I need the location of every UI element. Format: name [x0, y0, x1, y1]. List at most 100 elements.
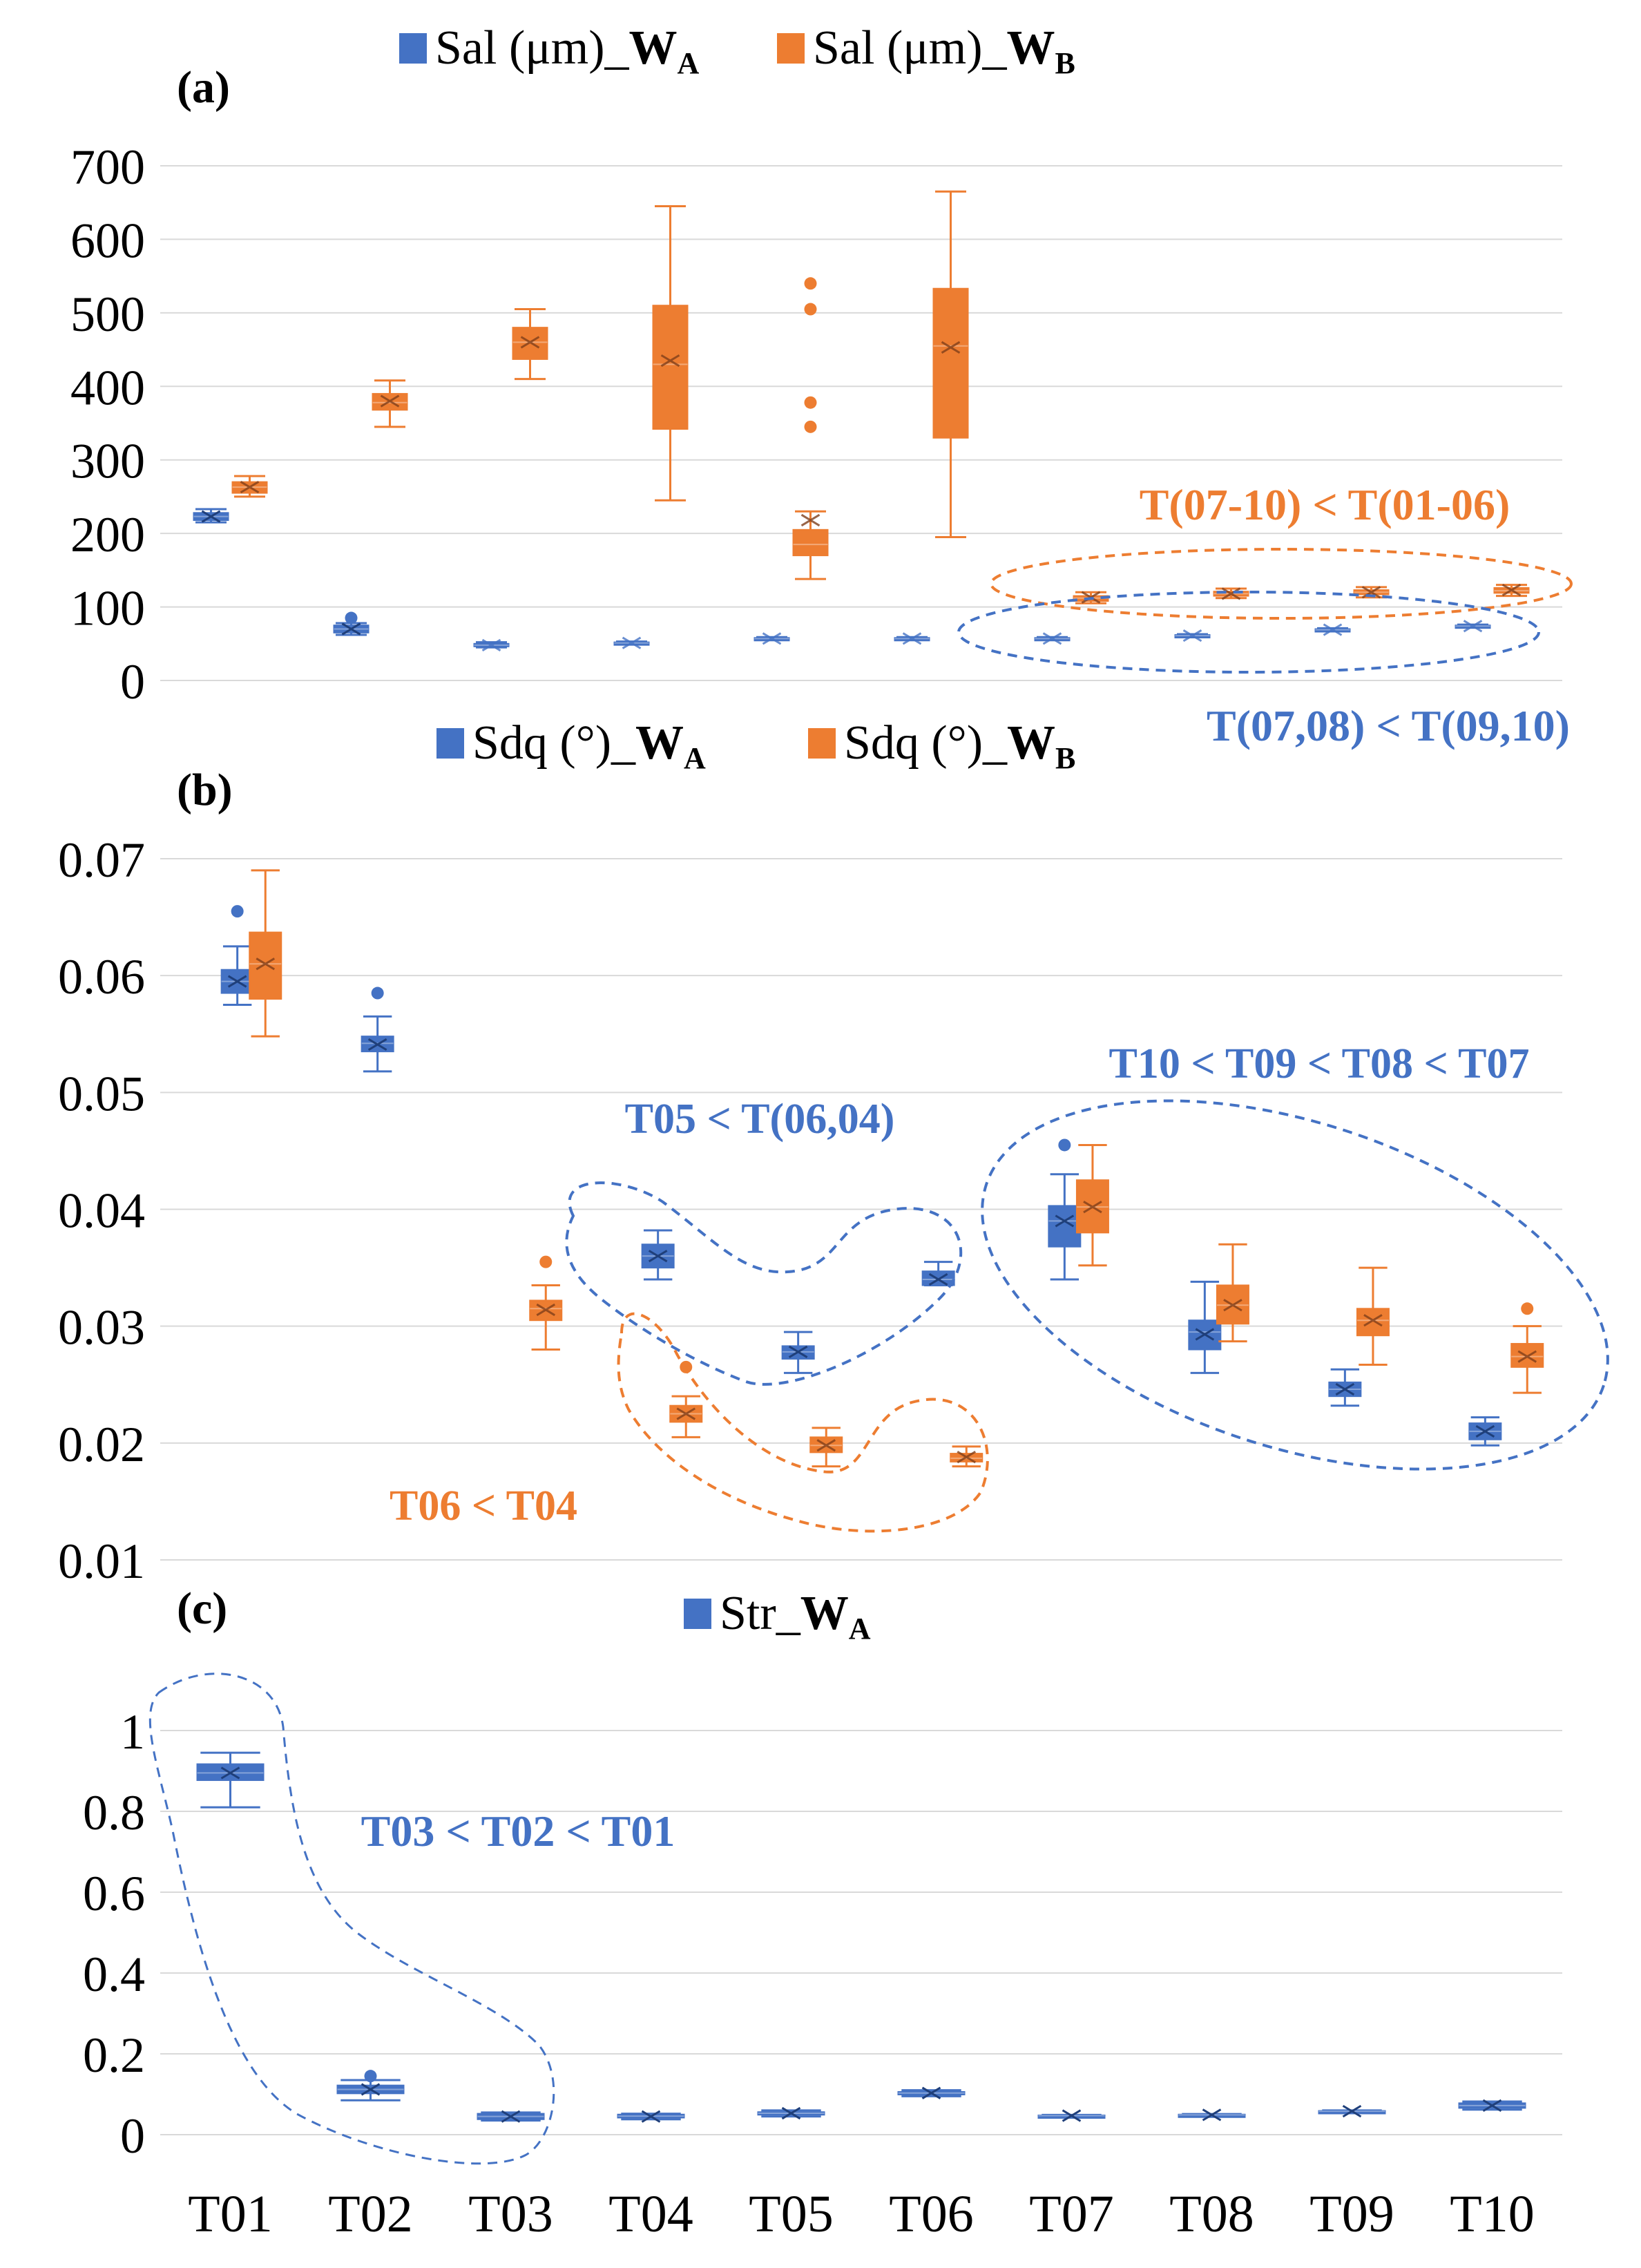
mean-marker — [1202, 2108, 1222, 2122]
mean-marker — [816, 1439, 836, 1452]
y-tick-label: 0.6 — [83, 1866, 145, 1921]
box-a-T08 — [1174, 629, 1211, 642]
mean-marker — [1501, 584, 1522, 597]
box-b-T04 — [529, 1255, 563, 1351]
legend-sub: B — [1055, 46, 1075, 80]
box-iqr — [249, 931, 282, 1000]
box-a-T08 — [1048, 1138, 1082, 1281]
box-a-T05 — [641, 1229, 675, 1281]
box-b-T08 — [1075, 1143, 1109, 1267]
legend-main: W — [800, 1587, 849, 1640]
box-a-T01 — [196, 1751, 265, 1809]
panel-b: 0.010.020.030.040.050.060.07(b)Sdq (°)_W… — [58, 716, 1562, 1589]
y-tick-label: 0.4 — [83, 1947, 145, 2002]
box-iqr — [1356, 1308, 1390, 1337]
mean-marker — [501, 2110, 521, 2123]
y-tick-label: 0.01 — [58, 1534, 145, 1589]
box-a-T05 — [757, 2106, 825, 2120]
mean-marker — [367, 1038, 387, 1051]
outlier-point — [371, 987, 384, 1000]
legend-prefix: Str_ — [720, 1587, 801, 1640]
y-tick-label: 0.2 — [83, 2028, 145, 2083]
outlier-point — [804, 303, 817, 316]
box-a-T03 — [477, 2110, 545, 2123]
y-tick-label: 0.07 — [58, 832, 145, 888]
mean-marker — [921, 2086, 941, 2099]
box-b-T01 — [231, 475, 268, 498]
box-b-T02 — [372, 379, 408, 428]
box-a-T07 — [1037, 2109, 1106, 2122]
box-a-T10 — [1458, 2099, 1526, 2112]
box-a-T09 — [1188, 1280, 1222, 1374]
y-tick-label: 400 — [70, 360, 145, 415]
legend-swatch — [399, 33, 427, 64]
mean-marker — [1221, 587, 1241, 600]
box-b-T02 — [249, 869, 282, 1038]
x-tick-label: T05 — [749, 2185, 833, 2243]
mean-marker — [1042, 632, 1062, 645]
mean-marker — [201, 510, 221, 523]
x-tick-label: T10 — [1450, 2185, 1534, 2243]
outlier-point — [539, 1255, 553, 1268]
mean-marker — [1517, 1350, 1537, 1363]
x-tick-label: T09 — [1309, 2185, 1394, 2243]
box-iqr — [792, 528, 829, 557]
y-tick-label: 0 — [120, 654, 145, 709]
box-a-T05 — [754, 632, 790, 645]
mean-marker — [536, 1303, 556, 1317]
outlier-point — [364, 2070, 377, 2083]
legend-sub: A — [684, 741, 706, 775]
box-iqr — [1048, 1205, 1082, 1248]
y-tick-label: 1 — [120, 1704, 145, 1760]
box-b-T06 — [932, 190, 969, 538]
box-a-T06 — [897, 2086, 966, 2099]
outlier-point — [345, 611, 358, 625]
y-tick-label: 0.05 — [58, 1066, 145, 1121]
legend-item-a: Sal (μm)_WA — [399, 21, 700, 80]
legend-swatch — [684, 1599, 711, 1629]
legend-main: W — [1007, 716, 1055, 770]
box-iqr — [1510, 1343, 1544, 1368]
box-b-T07 — [950, 1445, 983, 1468]
mean-marker — [762, 632, 782, 645]
y-tick-label: 200 — [70, 507, 145, 562]
y-tick-label: 0.02 — [58, 1417, 145, 1472]
mean-marker — [800, 513, 820, 527]
annotation-region-wa-t04-t06 — [565, 1181, 963, 1386]
box-a-T07 — [921, 1261, 955, 1286]
outlier-point — [231, 905, 244, 918]
legend-label: Sal (μm)_WB — [813, 21, 1075, 80]
mean-marker — [622, 636, 642, 649]
y-tick-label: 300 — [70, 434, 145, 489]
legend-swatch — [777, 33, 805, 64]
legend-swatch — [808, 728, 836, 759]
box-b-T10 — [1356, 1266, 1390, 1366]
annotation-text: T03 < T02 < T01 — [361, 1807, 675, 1856]
box-a-T10 — [1328, 1368, 1362, 1407]
box-a-T09 — [1318, 2104, 1386, 2118]
box-a-T01 — [193, 508, 229, 524]
annotation-text: T05 < T(06,04) — [625, 1096, 895, 1143]
outlier-point — [1058, 1138, 1071, 1152]
annotation-text: T(07,08) < T(09,10) — [1207, 701, 1570, 750]
annotation-text: T10 < T09 < T08 < T07 — [1109, 1040, 1529, 1087]
mean-marker — [220, 1766, 240, 1780]
mean-marker — [941, 341, 961, 354]
legend-item-a: Sdq (°)_WA — [436, 716, 706, 775]
mean-marker — [1482, 2099, 1502, 2112]
mean-marker — [1361, 586, 1381, 599]
mean-marker — [648, 1250, 668, 1263]
y-tick-label: 0 — [120, 2108, 145, 2164]
panel-label: (c) — [177, 1583, 227, 1634]
y-tick-label: 700 — [70, 140, 145, 195]
mean-marker — [380, 394, 400, 408]
x-tick-label: T07 — [1029, 2185, 1113, 2243]
mean-marker — [1363, 1314, 1383, 1327]
legend-label: Sdq (°)_WA — [472, 716, 706, 775]
mean-marker — [1342, 2104, 1362, 2118]
legend-item-b: Sal (μm)_WB — [777, 21, 1075, 80]
panel-label: (b) — [177, 765, 233, 815]
legend-main: W — [635, 716, 684, 770]
y-tick-label: 500 — [70, 287, 145, 342]
